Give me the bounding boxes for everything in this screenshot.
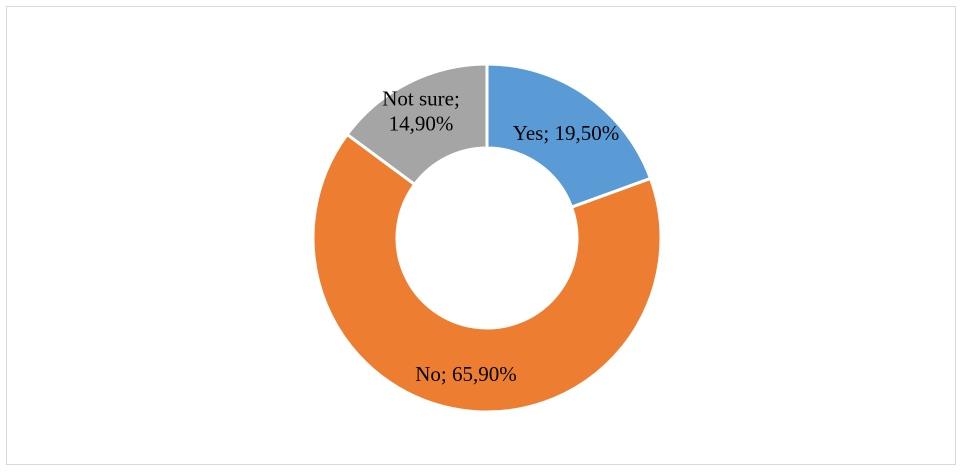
donut-slices <box>311 62 663 414</box>
slice-label-yes: Yes; 19,50% <box>513 121 619 145</box>
slice-label-line: No; 65,90% <box>415 362 517 386</box>
slice-label-line: Yes; 19,50% <box>513 121 619 145</box>
slice-not-sure <box>345 62 489 187</box>
slice-label-line: Not sure; <box>382 87 460 111</box>
slice-labels: Yes; 19,50% No; 65,90% Not sure; 14,90% <box>382 87 619 387</box>
slice-label-line: 14,90% <box>389 112 454 136</box>
slice-no <box>311 132 663 414</box>
slice-yes <box>485 62 653 210</box>
slice-label-no: No; 65,90% <box>415 362 517 386</box>
slice-label-not-sure: Not sure; 14,90% <box>382 87 460 136</box>
